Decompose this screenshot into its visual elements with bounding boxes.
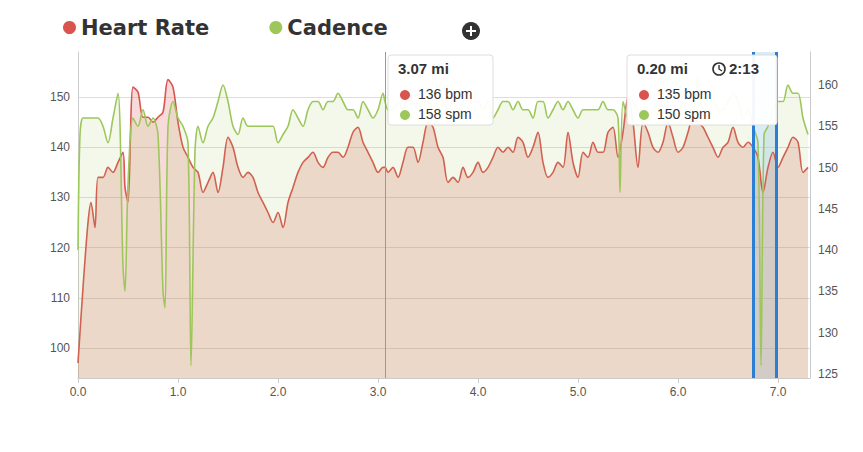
svg-text:0.0: 0.0 bbox=[70, 385, 87, 399]
svg-text:135 bpm: 135 bpm bbox=[657, 86, 711, 102]
svg-text:158 spm: 158 spm bbox=[418, 106, 472, 122]
svg-text:136 bpm: 136 bpm bbox=[418, 86, 472, 102]
svg-text:160: 160 bbox=[818, 78, 838, 92]
svg-text:120: 120 bbox=[50, 241, 70, 255]
svg-text:4.0: 4.0 bbox=[470, 385, 487, 399]
svg-text:145: 145 bbox=[818, 202, 838, 216]
svg-text:110: 110 bbox=[51, 291, 70, 305]
svg-text:2.0: 2.0 bbox=[270, 385, 287, 399]
svg-text:6.0: 6.0 bbox=[670, 385, 687, 399]
svg-text:135: 135 bbox=[818, 284, 838, 298]
svg-text:2:13: 2:13 bbox=[729, 60, 759, 77]
svg-text:1.0: 1.0 bbox=[170, 385, 187, 399]
svg-text:140: 140 bbox=[50, 140, 70, 154]
svg-text:100: 100 bbox=[50, 341, 70, 355]
svg-text:130: 130 bbox=[50, 190, 70, 204]
svg-text:130: 130 bbox=[818, 326, 838, 340]
svg-text:150: 150 bbox=[818, 161, 838, 175]
svg-text:150: 150 bbox=[50, 90, 70, 104]
svg-text:5.0: 5.0 bbox=[570, 385, 587, 399]
svg-text:150 spm: 150 spm bbox=[657, 106, 711, 122]
svg-text:140: 140 bbox=[818, 243, 838, 257]
svg-text:7.0: 7.0 bbox=[770, 385, 787, 399]
svg-text:3.07 mi: 3.07 mi bbox=[398, 60, 449, 77]
svg-text:3.0: 3.0 bbox=[370, 385, 387, 399]
svg-text:0.20 mi: 0.20 mi bbox=[637, 60, 688, 77]
svg-text:Cadence: Cadence bbox=[287, 16, 388, 40]
svg-text:125: 125 bbox=[818, 367, 838, 381]
svg-text:155: 155 bbox=[818, 119, 838, 133]
svg-text:Heart Rate: Heart Rate bbox=[81, 16, 209, 40]
